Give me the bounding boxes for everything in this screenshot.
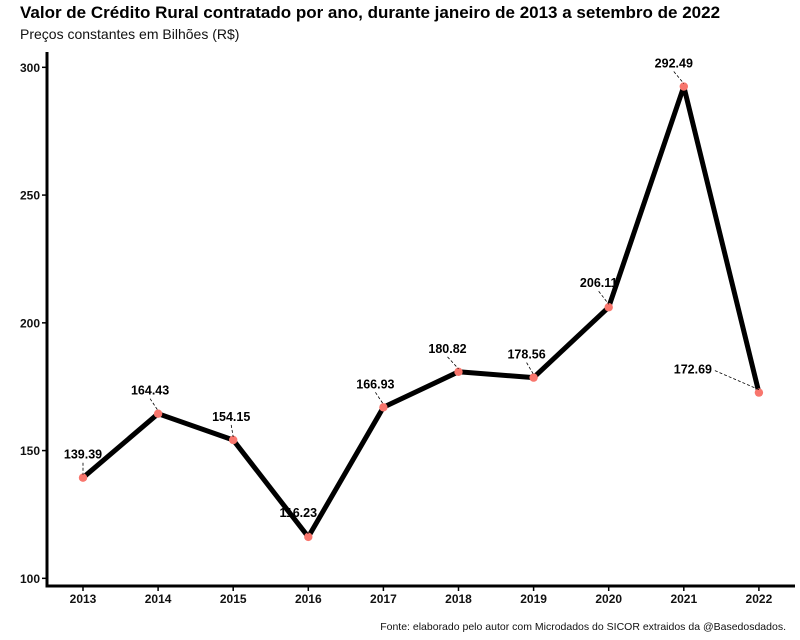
x-tick-label: 2013	[70, 592, 97, 606]
data-point	[304, 532, 313, 542]
data-point	[529, 373, 538, 382]
x-tick-label: 2017	[370, 592, 397, 606]
data-point	[679, 82, 688, 91]
data-label: 164.43	[131, 384, 169, 398]
data-label: 166.93	[356, 377, 394, 391]
x-tick-label: 2021	[670, 592, 697, 606]
label-leader	[673, 71, 685, 84]
x-tick-label: 2019	[520, 592, 547, 606]
data-label: 292.49	[655, 57, 693, 71]
label-leader	[297, 520, 309, 535]
data-point	[754, 388, 764, 397]
data-point	[454, 367, 463, 377]
label-leader	[598, 290, 610, 305]
data-label: 178.56	[507, 348, 545, 362]
data-label: 180.82	[428, 342, 466, 356]
source-caption: Fonte: elaborado pelo autor com Microdad…	[380, 621, 786, 633]
data-point	[153, 409, 163, 418]
data-label: 154.15	[212, 410, 250, 424]
data-label: 139.39	[64, 448, 102, 462]
data-labels-layer: 139.39 164.43 154.15 116.23 166.93 180.82 178.…	[64, 57, 760, 535]
x-tick-label: 2016	[295, 592, 322, 606]
data-point	[604, 303, 613, 312]
y-tick-label: 250	[20, 189, 40, 203]
data-label: 116.23	[280, 506, 318, 520]
label-leader	[447, 356, 459, 370]
label-leader	[526, 362, 534, 375]
axes: 100 150 200 250 300 2013 2014 2015 2016 2017 2018 2…	[20, 52, 795, 606]
x-tick-label: 2022	[746, 592, 773, 606]
data-point	[229, 435, 238, 445]
x-tick-label: 2014	[145, 592, 172, 606]
y-tick-label: 100	[20, 572, 40, 586]
x-tick-label: 2015	[220, 592, 247, 606]
label-leader	[149, 398, 159, 411]
label-leader	[230, 424, 234, 438]
x-tick-label: 2018	[445, 592, 472, 606]
label-leader	[714, 370, 760, 390]
chart-subtitle: Preços constantes em Bilhões (R$)	[20, 26, 240, 42]
x-tick-label: 2020	[595, 592, 622, 606]
data-label: 172.69	[674, 363, 712, 377]
data-label: 206.11	[580, 276, 618, 290]
series-layer	[78, 82, 764, 542]
data-point	[379, 403, 388, 412]
series-line	[80, 84, 762, 540]
y-tick-label: 200	[20, 316, 40, 330]
label-leader	[375, 392, 384, 405]
y-tick-label: 300	[20, 61, 40, 75]
y-tick-label: 150	[20, 444, 40, 458]
data-point	[78, 473, 88, 482]
chart-title: Valor de Crédito Rural contratado por an…	[20, 3, 721, 22]
